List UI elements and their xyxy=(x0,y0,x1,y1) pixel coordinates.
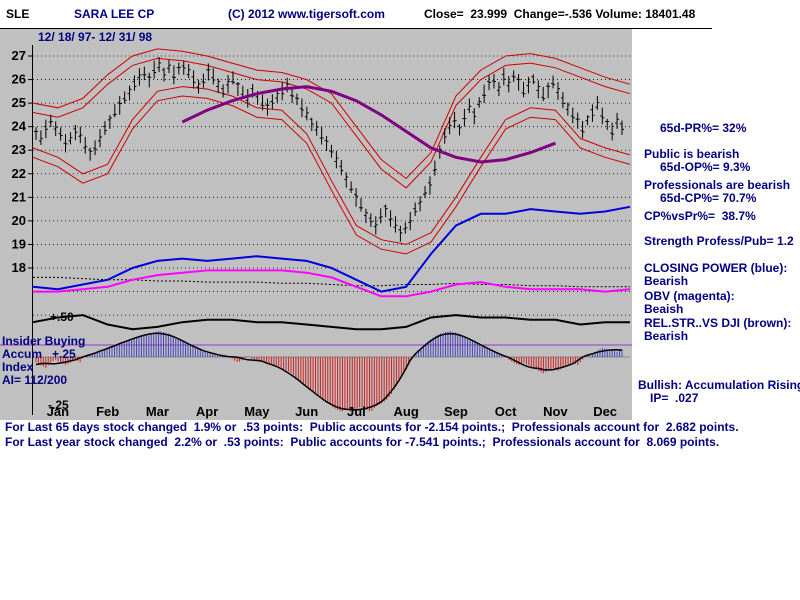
public-sentiment: Public is bearish xyxy=(644,147,740,161)
svg-text:Jun: Jun xyxy=(295,404,318,419)
chart-canvas: 27 26 25 24 23 22 21 20 19 18 Jan Feb Mar Apr May Jun Ju… xyxy=(0,45,632,419)
svg-text:May: May xyxy=(244,404,270,419)
indicator-65d-pr: 65d-PR%= 32% xyxy=(660,121,747,135)
svg-text:22: 22 xyxy=(12,166,26,181)
closing-power-signal: Bearish xyxy=(644,274,689,288)
svg-text:21: 21 xyxy=(12,189,26,204)
indicator-cp-vs-pr: CP%vsPr%= 38.7% xyxy=(644,209,756,223)
ip-value: IP= .027 xyxy=(650,391,699,405)
svg-text:24: 24 xyxy=(12,119,27,134)
svg-text:Aug: Aug xyxy=(393,404,418,419)
svg-text:Mar: Mar xyxy=(146,404,169,419)
svg-text:Jul: Jul xyxy=(347,404,366,419)
svg-text:Sep: Sep xyxy=(444,404,468,419)
svg-text:23: 23 xyxy=(12,142,26,157)
copyright-text: (C) 2012 www.tigersoft.com xyxy=(228,7,385,21)
index-label: Index xyxy=(2,360,34,374)
accum-scale-label: Accum +.25 xyxy=(2,347,76,361)
ticker-symbol: SLE xyxy=(6,7,30,21)
obv-label: OBV (magenta): xyxy=(644,289,735,303)
rel-strength-scale-label: +.50 xyxy=(50,310,74,324)
relstr-label: REL.STR..VS DJI (brown): xyxy=(644,316,792,330)
svg-text:18: 18 xyxy=(12,260,26,275)
insider-buying-label: Insider Buying xyxy=(2,334,86,348)
svg-text:Jan: Jan xyxy=(47,404,69,419)
ai-scale-low-label: -.25 xyxy=(48,398,69,412)
summary-line-year: For Last year stock changed 2.2% or .53 … xyxy=(5,435,720,449)
ai-reading-label: AI= 112/200 xyxy=(2,373,68,387)
date-range: 12/ 18/ 97- 12/ 31/ 98 xyxy=(38,30,153,44)
closing-power-label: CLOSING POWER (blue): xyxy=(644,261,788,275)
svg-text:Oct: Oct xyxy=(495,404,517,419)
chart-panel: 27 26 25 24 23 22 21 20 19 18 Jan Feb Mar Apr May Jun Ju… xyxy=(0,29,632,420)
indicator-65d-op: 65d-OP%= 9.3% xyxy=(660,160,751,174)
obv-signal: Beaish xyxy=(644,302,684,316)
svg-text:19: 19 xyxy=(12,236,26,251)
accumulation-note: Bullish: Accumulation Rising xyxy=(638,378,800,392)
svg-text:20: 20 xyxy=(12,213,26,228)
header-underline xyxy=(0,28,712,29)
indicator-65d-cp: 65d-CP%= 70.7% xyxy=(660,191,757,205)
svg-text:26: 26 xyxy=(12,72,26,87)
svg-text:Apr: Apr xyxy=(196,404,218,419)
relstr-signal: Bearish xyxy=(644,329,689,343)
svg-text:27: 27 xyxy=(12,48,26,63)
strength-ratio: Strength Profess/Pub= 1.2 xyxy=(644,234,794,248)
professional-sentiment: Professionals are bearish xyxy=(644,178,791,192)
summary-line-65d: For Last 65 days stock changed 1.9% or .… xyxy=(5,420,739,434)
chart-title: SARA LEE CP xyxy=(74,7,155,21)
quote-summary: Close= 23.999 Change=-.536 Volume: 18401… xyxy=(424,7,696,21)
svg-text:Nov: Nov xyxy=(543,404,568,419)
svg-text:Dec: Dec xyxy=(593,404,617,419)
svg-text:25: 25 xyxy=(12,95,26,110)
svg-text:Feb: Feb xyxy=(96,404,119,419)
